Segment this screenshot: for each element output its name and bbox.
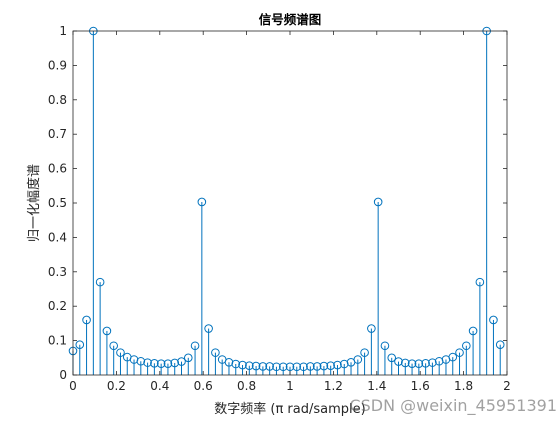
stem-marker bbox=[407, 359, 417, 368]
stem-marker bbox=[143, 358, 152, 367]
stem-marker bbox=[183, 353, 193, 363]
stem-marker bbox=[170, 358, 180, 368]
x-tick-label: 0.2 bbox=[107, 379, 126, 393]
stem-marker bbox=[299, 362, 308, 372]
stem-marker bbox=[495, 340, 505, 350]
watermark: CSDN @weixin_45951391 bbox=[349, 396, 557, 416]
stem-marker bbox=[339, 359, 349, 369]
x-tick-label: 1.8 bbox=[454, 379, 473, 393]
stem-marker bbox=[224, 357, 234, 367]
stem-marker bbox=[163, 359, 173, 368]
y-axis-label: 归一化幅度谱 bbox=[26, 164, 42, 242]
stem-marker bbox=[197, 197, 207, 207]
stem-marker bbox=[380, 341, 390, 351]
stems-layer bbox=[68, 26, 505, 375]
stem-marker bbox=[326, 361, 335, 371]
stem-marker bbox=[319, 361, 329, 371]
stem-marker bbox=[231, 359, 241, 369]
stem-marker bbox=[150, 359, 159, 368]
y-tick-label: 1 bbox=[59, 24, 67, 38]
stem-marker bbox=[109, 341, 118, 351]
y-tick-label: 0.8 bbox=[48, 93, 67, 107]
stem-marker bbox=[75, 340, 85, 350]
stem-marker bbox=[373, 197, 383, 207]
stem-marker bbox=[82, 315, 91, 325]
stem-marker bbox=[360, 348, 369, 357]
stem-marker bbox=[333, 360, 342, 370]
stem-marker bbox=[475, 277, 485, 287]
stem-marker bbox=[400, 358, 410, 368]
stem-marker bbox=[204, 324, 213, 333]
y-tick-label: 0.4 bbox=[48, 230, 67, 244]
stem-marker bbox=[387, 353, 397, 363]
x-tick-label: 2 bbox=[503, 379, 511, 393]
stem-marker bbox=[353, 355, 363, 364]
y-tick-label: 0.2 bbox=[48, 299, 67, 313]
x-tick-label: 0.8 bbox=[237, 379, 256, 393]
x-tick-label: 0.6 bbox=[194, 379, 213, 393]
stem-marker bbox=[177, 357, 186, 366]
y-tick-label: 0.9 bbox=[48, 58, 67, 72]
x-tick-label: 1.2 bbox=[324, 379, 343, 393]
stem-marker bbox=[414, 359, 424, 368]
stem-marker bbox=[251, 361, 261, 371]
x-tick-label: 1.6 bbox=[411, 379, 430, 393]
stem-marker bbox=[455, 348, 464, 357]
stem-marker bbox=[116, 348, 125, 357]
stem-marker bbox=[102, 326, 112, 336]
stem-marker bbox=[462, 341, 471, 351]
stem-marker bbox=[306, 362, 315, 371]
y-tick-label: 0.1 bbox=[48, 334, 67, 348]
y-tick-label: 0.5 bbox=[48, 196, 67, 210]
stem-marker bbox=[394, 357, 403, 366]
stem-marker bbox=[312, 362, 322, 371]
y-tick-label: 0 bbox=[59, 368, 67, 382]
y-tick-label: 0.3 bbox=[48, 265, 67, 279]
chart-title: 信号频谱图 bbox=[259, 12, 322, 27]
stem-marker bbox=[272, 362, 281, 372]
stem-marker bbox=[258, 362, 268, 371]
stem-marker bbox=[278, 362, 288, 372]
x-tick-label: 1 bbox=[286, 379, 294, 393]
stem-marker bbox=[285, 362, 295, 372]
ticks-layer: 0 0.2 0.4 0.6 0.8 1 1.2 1.4 1.6 1.8 2 0 0.1 0.2 0.3 0.4… bbox=[48, 24, 511, 393]
stem-marker bbox=[136, 356, 146, 366]
stem-marker bbox=[434, 356, 444, 366]
x-tick-label: 0 bbox=[69, 379, 77, 393]
stem-marker bbox=[129, 355, 139, 364]
stem-marker bbox=[238, 360, 247, 370]
stem-marker bbox=[265, 362, 274, 371]
stem-marker bbox=[95, 277, 105, 287]
y-tick-label: 0.7 bbox=[48, 127, 67, 141]
stem-marker bbox=[489, 315, 498, 325]
stem-marker bbox=[156, 359, 166, 368]
stem-marker bbox=[468, 326, 478, 336]
x-tick-label: 0.4 bbox=[150, 379, 169, 393]
stem-marker bbox=[211, 348, 220, 357]
stem-marker bbox=[421, 359, 430, 368]
stem-marker bbox=[448, 352, 458, 362]
axes-background bbox=[73, 31, 507, 375]
x-axis-label: 数字频率 (π rad/sample) bbox=[214, 401, 365, 417]
stem-marker bbox=[367, 324, 376, 333]
stem-marker bbox=[190, 341, 200, 351]
stem-marker bbox=[245, 361, 254, 371]
stem-marker bbox=[428, 358, 437, 367]
x-tick-label: 1.4 bbox=[367, 379, 386, 393]
stem-marker bbox=[292, 362, 302, 372]
y-tick-label: 0.6 bbox=[48, 162, 67, 176]
